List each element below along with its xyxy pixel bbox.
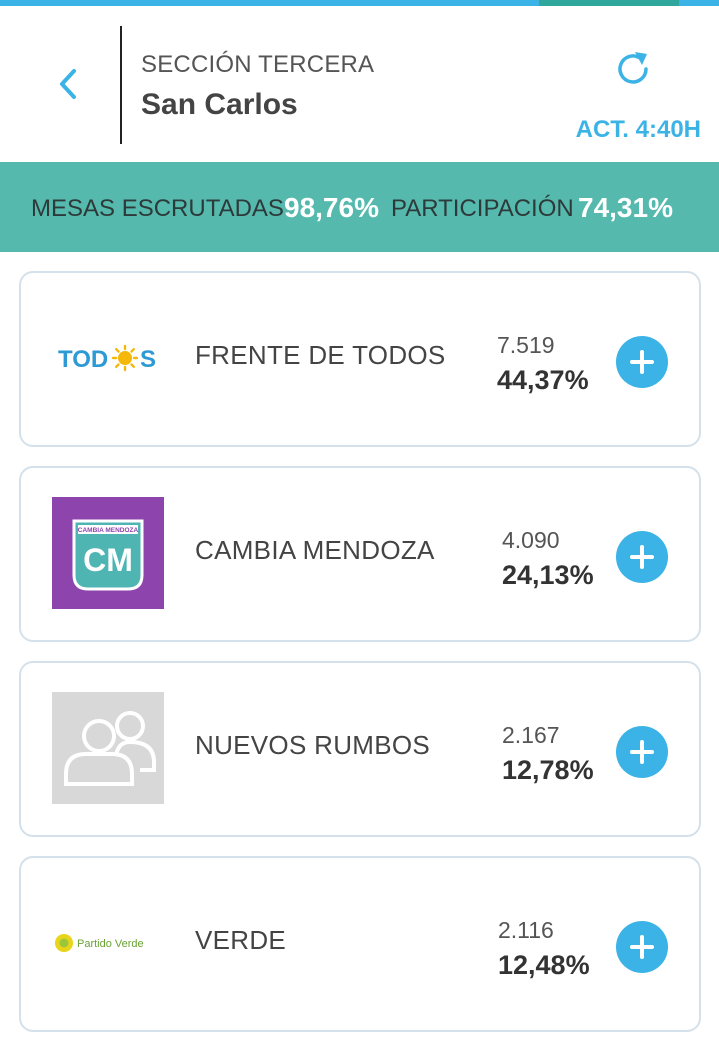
expand-button[interactable] [616,531,668,583]
update-time: ACT. 4:40H [575,116,701,143]
party-card-cambia-mendoza[interactable]: CAMBIA MENDOZA CM CAMBIA MENDOZA 4.090 2… [19,466,701,642]
plus-icon [630,935,654,959]
party-card-frente-de-todos[interactable]: TOD S FRENTE DE TODOS 7.519 44,37% [19,271,701,447]
top-accent-segment [539,0,679,6]
party-percent: 12,78% [502,755,594,785]
refresh-button[interactable] [608,44,658,94]
party-logo-cm: CAMBIA MENDOZA CM [52,497,164,609]
chevron-left-icon [60,69,76,99]
refresh-icon [618,52,648,84]
svg-text:TOD: TOD [58,346,108,373]
cm-logo: CAMBIA MENDOZA CM [72,519,144,591]
expand-button[interactable] [616,726,668,778]
party-votes: 7.519 [497,332,555,358]
participacion-label: PARTICIPACIÓN [391,195,574,222]
page-title: San Carlos [141,88,298,121]
party-votes: 4.090 [502,527,560,553]
party-name: VERDE [195,925,287,955]
partido-verde-logo: Partido Verde [55,934,144,952]
users-icon [64,711,156,786]
party-logo-placeholder [52,692,164,804]
party-card-verde[interactable]: Partido Verde VERDE 2.116 12,48% [19,856,701,1032]
plus-icon [630,740,654,764]
cm-logo-subtext: CAMBIA MENDOZA [78,527,139,534]
plus-icon [630,350,654,374]
party-logo-todos: TOD S [52,302,164,414]
mesas-value: 98,76% [284,192,379,223]
party-percent: 44,37% [497,365,589,395]
party-name: CAMBIA MENDOZA [195,535,435,565]
back-button[interactable] [48,64,88,104]
party-name: NUEVOS RUMBOS [195,730,431,760]
expand-button[interactable] [616,336,668,388]
party-votes: 2.167 [502,722,560,748]
party-name: FRENTE DE TODOS [195,340,446,370]
participacion-value: 74,31% [578,192,673,223]
svg-text:S: S [140,346,156,373]
mesas-label: MESAS ESCRUTADAS [31,195,284,222]
party-logo-verde: Partido Verde [52,887,164,999]
party-percent: 12,48% [498,950,590,980]
section-label: SECCIÓN TERCERA [141,51,375,78]
header: SECCIÓN TERCERA San Carlos ACT. 4:40H [0,6,719,162]
party-percent: 24,13% [502,560,594,590]
stats-bar: MESAS ESCRUTADAS 98,76% PARTICIPACIÓN 74… [0,162,719,252]
expand-button[interactable] [616,921,668,973]
todos-logo: TOD S [58,344,156,373]
top-accent-strip [0,0,719,6]
cm-logo-text: CM [83,542,133,578]
party-votes: 2.116 [498,917,554,943]
header-divider [120,26,122,144]
verde-logo-text: Partido Verde [77,938,144,950]
party-card-nuevos-rumbos[interactable]: NUEVOS RUMBOS 2.167 12,78% [19,661,701,837]
plus-icon [630,545,654,569]
